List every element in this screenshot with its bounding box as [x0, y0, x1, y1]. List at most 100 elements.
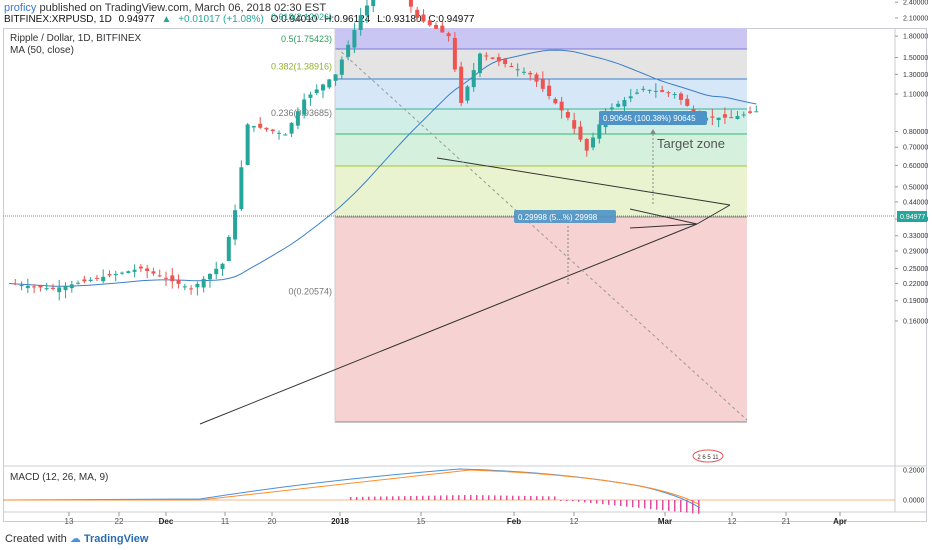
candle-body[interactable]	[653, 90, 658, 92]
candle-body[interactable]	[553, 98, 558, 104]
candle-body[interactable]	[415, 9, 420, 18]
candle-body[interactable]	[584, 139, 589, 151]
candle-body[interactable]	[151, 271, 156, 274]
candle-body[interactable]	[333, 74, 338, 81]
candle-body[interactable]	[321, 84, 325, 91]
candle-body[interactable]	[264, 127, 269, 130]
candle-body[interactable]	[176, 279, 181, 284]
candle-body[interactable]	[201, 278, 206, 288]
candle-body[interactable]	[559, 101, 564, 111]
candle-body[interactable]	[145, 268, 150, 271]
price-axis[interactable]: 3.800003.200002.800002.400002.100001.800…	[895, 0, 928, 325]
candle-body[interactable]	[50, 287, 55, 289]
candle-body[interactable]	[113, 274, 118, 276]
wedge-lower-line[interactable]	[629, 223, 698, 229]
event-badge[interactable]: 2 6 5 11	[692, 449, 724, 463]
candle-body[interactable]	[44, 288, 49, 290]
candle-body[interactable]	[490, 57, 495, 59]
candle-body[interactable]	[685, 98, 690, 106]
candle-body[interactable]	[672, 94, 677, 96]
candle-body[interactable]	[591, 137, 596, 148]
candle-body[interactable]	[547, 85, 552, 97]
descending-trendline[interactable]	[436, 157, 731, 206]
candle-body[interactable]	[735, 116, 740, 120]
candle-body[interactable]	[214, 268, 219, 275]
candle-body[interactable]	[314, 89, 319, 93]
measure-label-top[interactable]: 0.90645 (100.38%) 90645	[599, 111, 707, 125]
candle-body[interactable]	[164, 277, 168, 279]
candle-body[interactable]	[170, 275, 175, 282]
candle-body[interactable]	[465, 86, 470, 101]
candle-body[interactable]	[82, 279, 87, 282]
candle-body[interactable]	[32, 286, 37, 288]
candle-body[interactable]	[440, 25, 445, 33]
candle-body[interactable]	[352, 29, 357, 48]
candle-body[interactable]	[195, 283, 200, 288]
candle-body[interactable]	[189, 288, 194, 290]
candle-body[interactable]	[76, 282, 81, 284]
candle-body[interactable]	[245, 124, 250, 165]
candle-body[interactable]	[597, 124, 602, 139]
candle-body[interactable]	[182, 286, 187, 288]
candle-body[interactable]	[289, 122, 294, 134]
candle-body[interactable]	[101, 276, 106, 282]
candle-body[interactable]	[534, 74, 539, 82]
candle-body[interactable]	[295, 111, 300, 126]
candle-body[interactable]	[339, 59, 344, 75]
candle-body[interactable]	[471, 70, 476, 88]
candle-body[interactable]	[691, 109, 696, 112]
candle-body[interactable]	[729, 117, 734, 119]
candle-body[interactable]	[69, 284, 74, 289]
candle-body[interactable]	[207, 273, 212, 280]
candle-body[interactable]	[641, 88, 646, 90]
candle-body[interactable]	[452, 37, 457, 70]
candle-body[interactable]	[434, 25, 439, 29]
candle-body[interactable]	[88, 279, 93, 281]
candle-body[interactable]	[270, 129, 275, 132]
candle-body[interactable]	[622, 100, 627, 107]
candle-body[interactable]	[647, 89, 652, 91]
candle-body[interactable]	[346, 44, 351, 57]
candle-body[interactable]	[371, 0, 376, 7]
candle-body[interactable]	[157, 275, 162, 277]
candle-body[interactable]	[678, 93, 683, 100]
time-axis[interactable]: 13 22 Dec 11 20 2018 15 Feb 12 Mar 12 21 Apr	[65, 512, 847, 526]
candle-body[interactable]	[120, 272, 125, 274]
candle-body[interactable]	[13, 283, 18, 285]
candle-body[interactable]	[38, 285, 43, 288]
ascending-trendline[interactable]	[199, 223, 698, 425]
candle-body[interactable]	[754, 111, 759, 113]
ma-legend[interactable]: MA (50, close)	[10, 45, 74, 56]
macd-legend[interactable]: MACD (12, 26, MA, 9)	[10, 472, 109, 483]
candle-body[interactable]	[226, 236, 231, 262]
candle-body[interactable]	[132, 269, 137, 272]
triangle-apex-line[interactable]	[696, 204, 731, 225]
candle-body[interactable]	[138, 266, 143, 269]
candle-body[interactable]	[515, 69, 520, 71]
candle-body[interactable]	[107, 274, 112, 276]
candle-body[interactable]	[628, 96, 633, 99]
candle-body[interactable]	[666, 92, 671, 94]
candlestick-series[interactable]	[13, 0, 759, 301]
moving-average-line[interactable]	[8, 49, 757, 287]
candle-body[interactable]	[126, 271, 131, 273]
candle-body[interactable]	[283, 134, 288, 136]
candle-body[interactable]	[239, 167, 244, 210]
candle-body[interactable]	[635, 92, 639, 94]
candle-body[interactable]	[57, 287, 62, 293]
candle-body[interactable]	[233, 210, 238, 240]
candle-body[interactable]	[748, 111, 753, 113]
candle-body[interactable]	[459, 66, 464, 103]
tradingview-brand[interactable]: TradingView	[83, 533, 149, 545]
candle-body[interactable]	[446, 33, 451, 37]
candle-body[interactable]	[503, 58, 508, 65]
fibonacci-retracement[interactable]	[334, 28, 747, 423]
candle-body[interactable]	[427, 20, 432, 26]
candle-body[interactable]	[63, 285, 68, 291]
candle-body[interactable]	[521, 71, 526, 73]
candle-body[interactable]	[251, 126, 256, 128]
candle-body[interactable]	[478, 53, 482, 74]
candle-body[interactable]	[722, 114, 727, 118]
candle-body[interactable]	[421, 14, 426, 22]
